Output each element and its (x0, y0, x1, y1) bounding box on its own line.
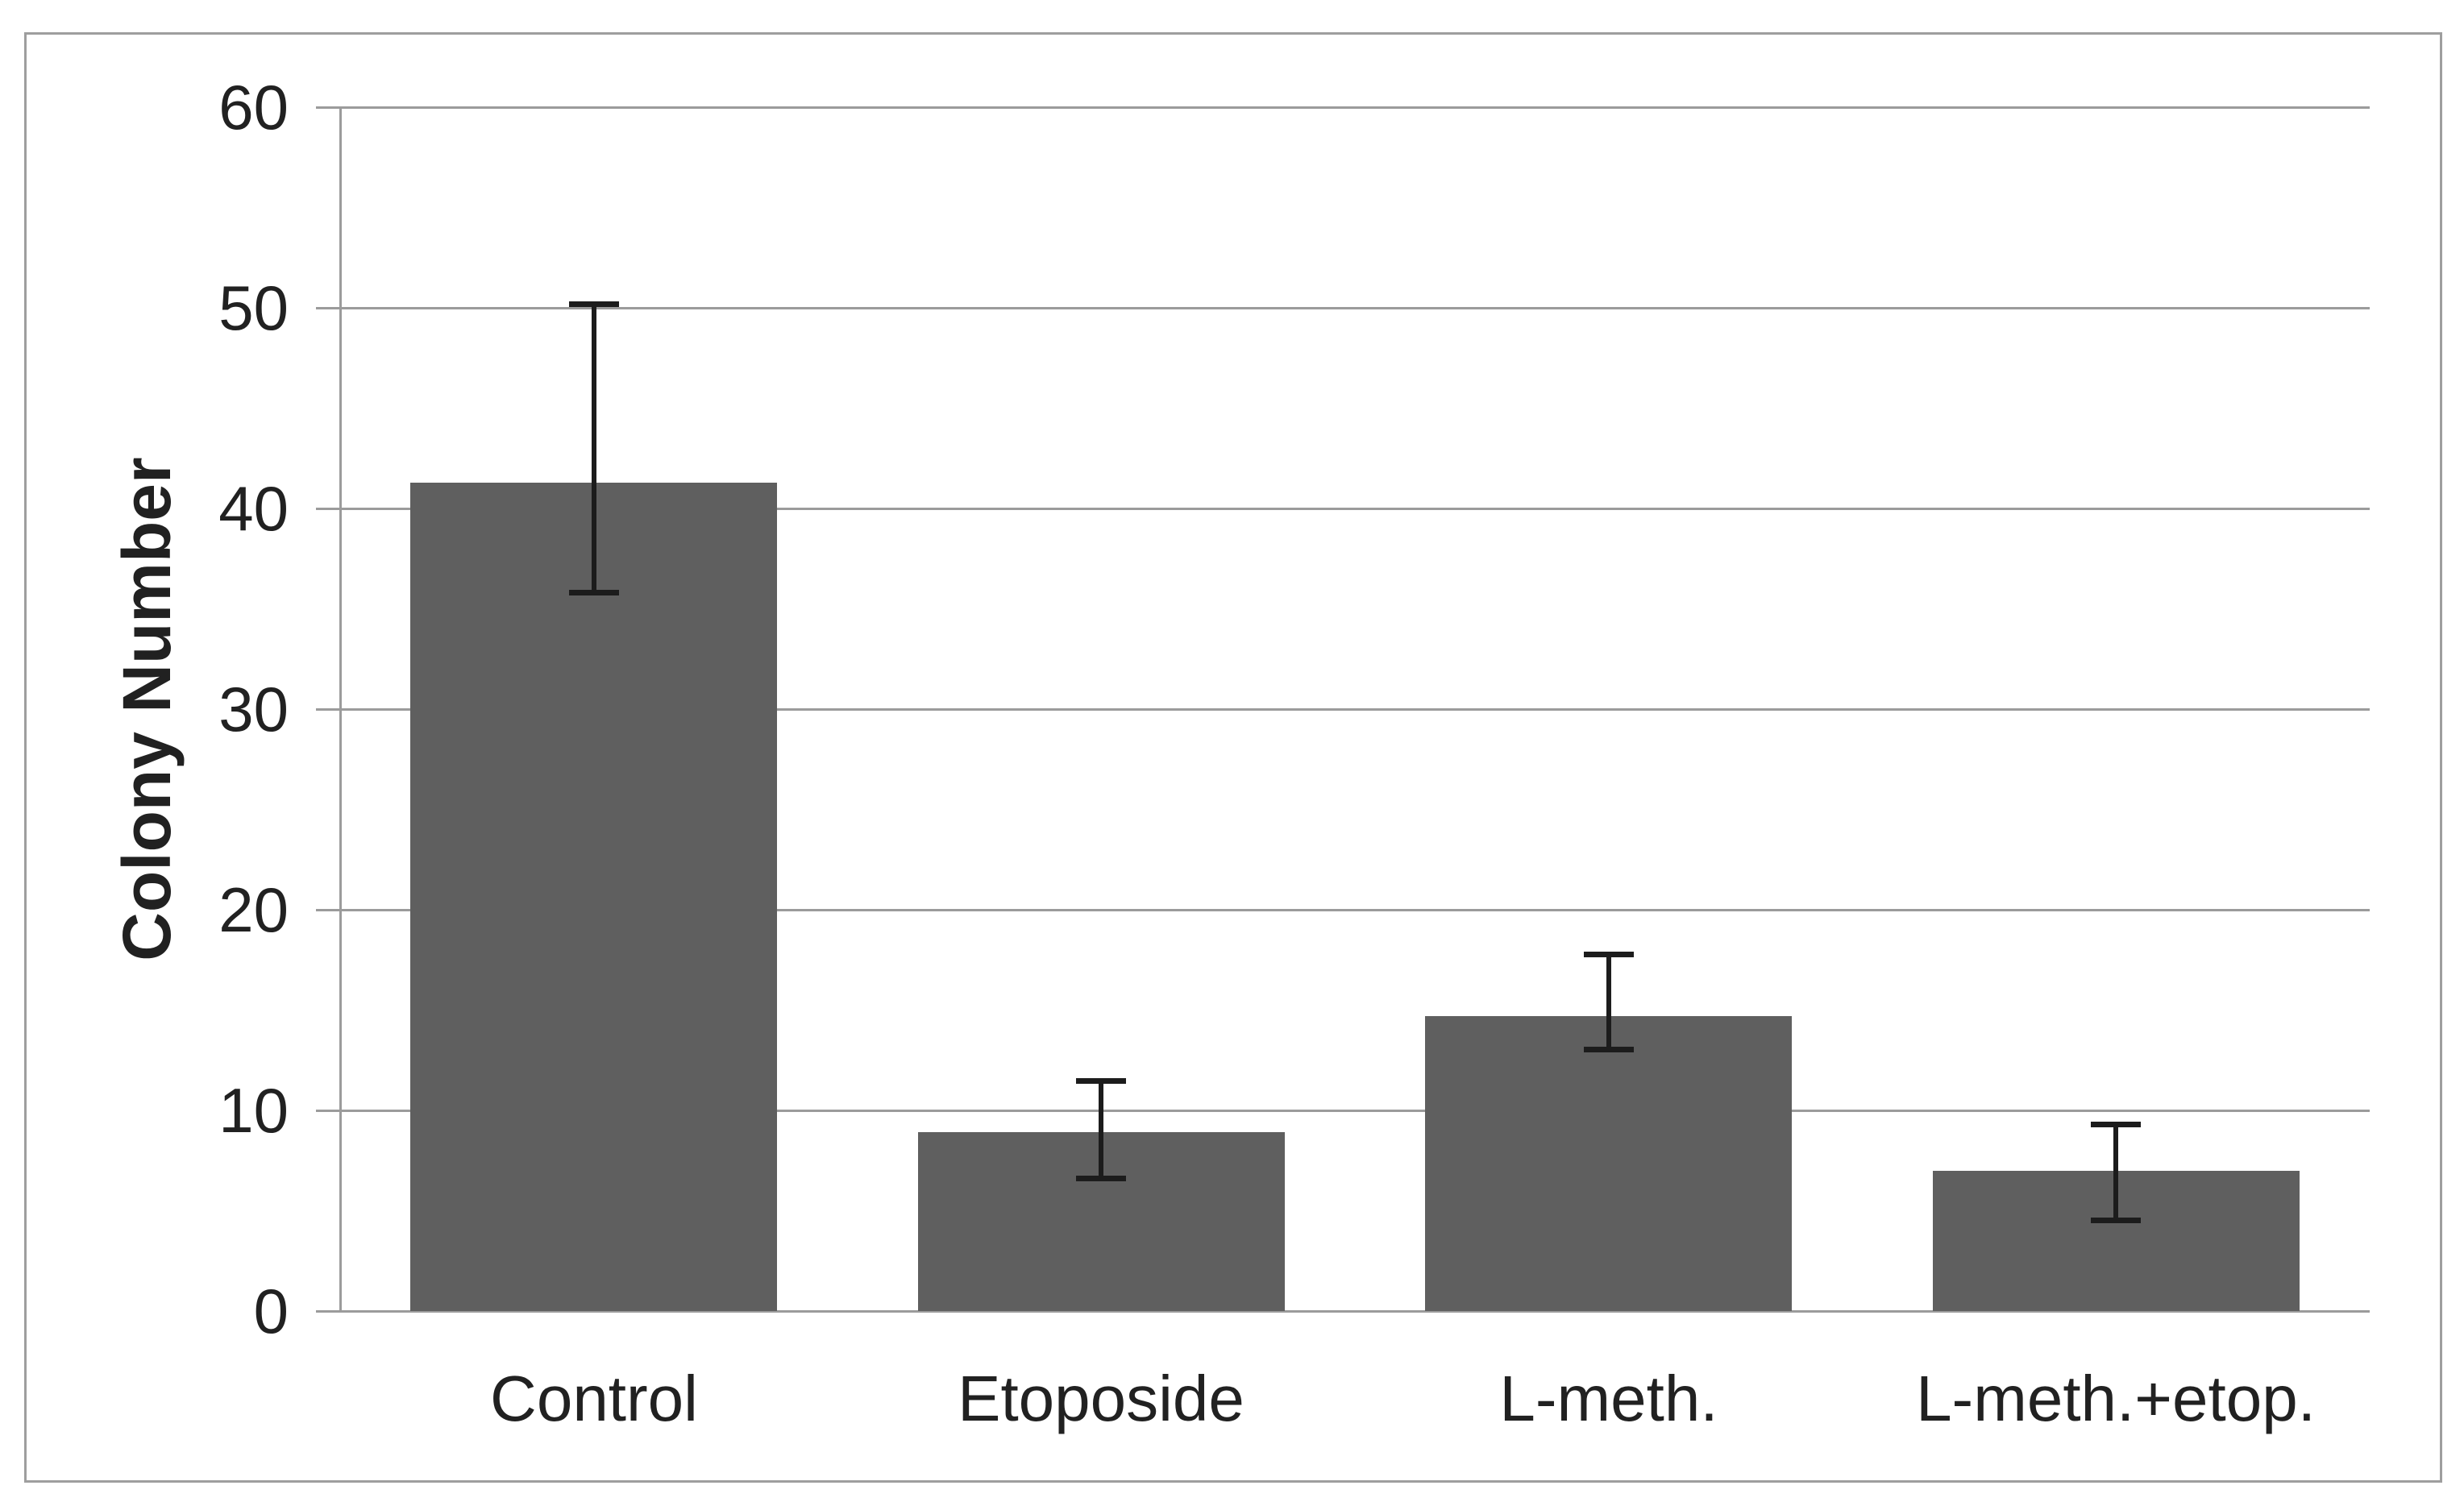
x-axis-label: L-meth. (1499, 1363, 1718, 1434)
error-bar-line (2113, 1124, 2118, 1221)
error-bar-cap-top (1076, 1078, 1126, 1084)
error-bar-line (592, 304, 596, 593)
y-tick-label: 10 (218, 1075, 289, 1146)
y-tick-label: 50 (218, 272, 289, 343)
y-gridline (340, 1310, 2370, 1313)
y-tick-label: 20 (218, 874, 289, 945)
y-axis-tick (316, 307, 340, 309)
error-bar-cap-top (569, 301, 619, 307)
y-axis-tick (316, 508, 340, 510)
y-tick-label: 40 (218, 473, 289, 544)
x-axis-label: Etoposide (958, 1363, 1244, 1434)
y-gridline (340, 1110, 2370, 1112)
y-axis-tick (316, 106, 340, 109)
y-axis-tick (316, 909, 340, 911)
y-axis-tick (316, 708, 340, 711)
error-bar-cap-top (2091, 1122, 2141, 1127)
y-axis-line (339, 107, 342, 1311)
y-gridline (340, 708, 2370, 711)
y-tick-label: 60 (218, 72, 289, 143)
y-gridline (340, 508, 2370, 510)
y-gridline (340, 307, 2370, 309)
x-axis-label: Control (490, 1363, 698, 1434)
error-bar-cap-bottom (2091, 1218, 2141, 1223)
error-bar-cap-bottom (1076, 1176, 1126, 1181)
y-axis-tick (316, 1310, 340, 1313)
x-axis-label: L-meth.+etop. (1916, 1363, 2316, 1434)
bar (1425, 1016, 1792, 1311)
error-bar-cap-bottom (1584, 1047, 1634, 1052)
y-gridline (340, 106, 2370, 109)
y-tick-label: 30 (218, 674, 289, 745)
y-tick-label: 0 (253, 1276, 289, 1346)
error-bar-line (1606, 954, 1611, 1051)
error-bar-line (1099, 1081, 1103, 1179)
bar (410, 483, 777, 1311)
y-axis-tick (316, 1110, 340, 1112)
error-bar-cap-bottom (569, 590, 619, 595)
y-gridline (340, 909, 2370, 911)
error-bar-cap-top (1584, 952, 1634, 957)
